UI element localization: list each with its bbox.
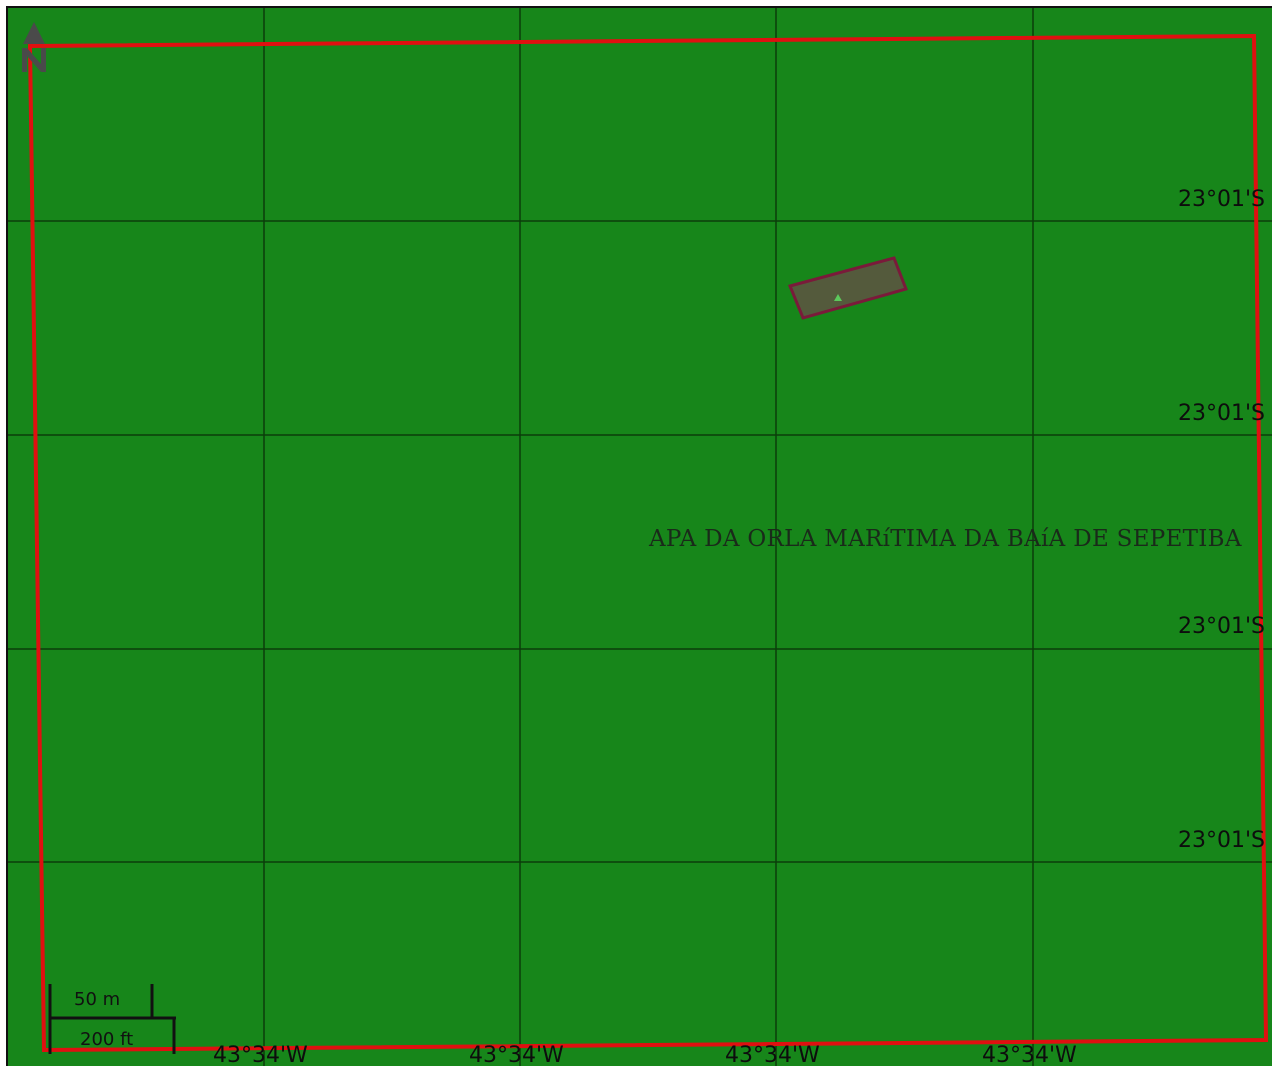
map-canvas[interactable]: APA DA ORLA MARíTIMA DA BAíA DE SEPETIBA… (6, 6, 1272, 1066)
feature-point-icon (834, 294, 842, 301)
map-svg: APA DA ORLA MARíTIMA DA BAíA DE SEPETIBA… (8, 8, 1272, 1066)
longitude-label: 43°34'W (213, 1043, 308, 1066)
latitude-label: 23°01'S (1178, 828, 1265, 853)
scale-bar: 50 m 200 ft (48, 984, 176, 1054)
latitude-label: 23°01'S (1178, 614, 1265, 639)
scale-imperial-label: 200 ft (80, 1029, 133, 1050)
north-arrow-icon (22, 22, 46, 72)
longitude-label: 43°34'W (725, 1043, 820, 1066)
longitude-label: 43°34'W (982, 1043, 1077, 1066)
map-background (8, 8, 1272, 1066)
scale-metric-label: 50 m (74, 989, 120, 1010)
feature-polygon[interactable] (787, 256, 908, 320)
latitude-label: 23°01'S (1178, 401, 1265, 426)
latitude-label: 23°01'S (1178, 187, 1265, 212)
graticule (8, 8, 1272, 1066)
longitude-label: 43°34'W (469, 1043, 564, 1066)
area-label: APA DA ORLA MARíTIMA DA BAíA DE SEPETIBA (648, 526, 1242, 552)
boundary-outline (27, 33, 1269, 1053)
